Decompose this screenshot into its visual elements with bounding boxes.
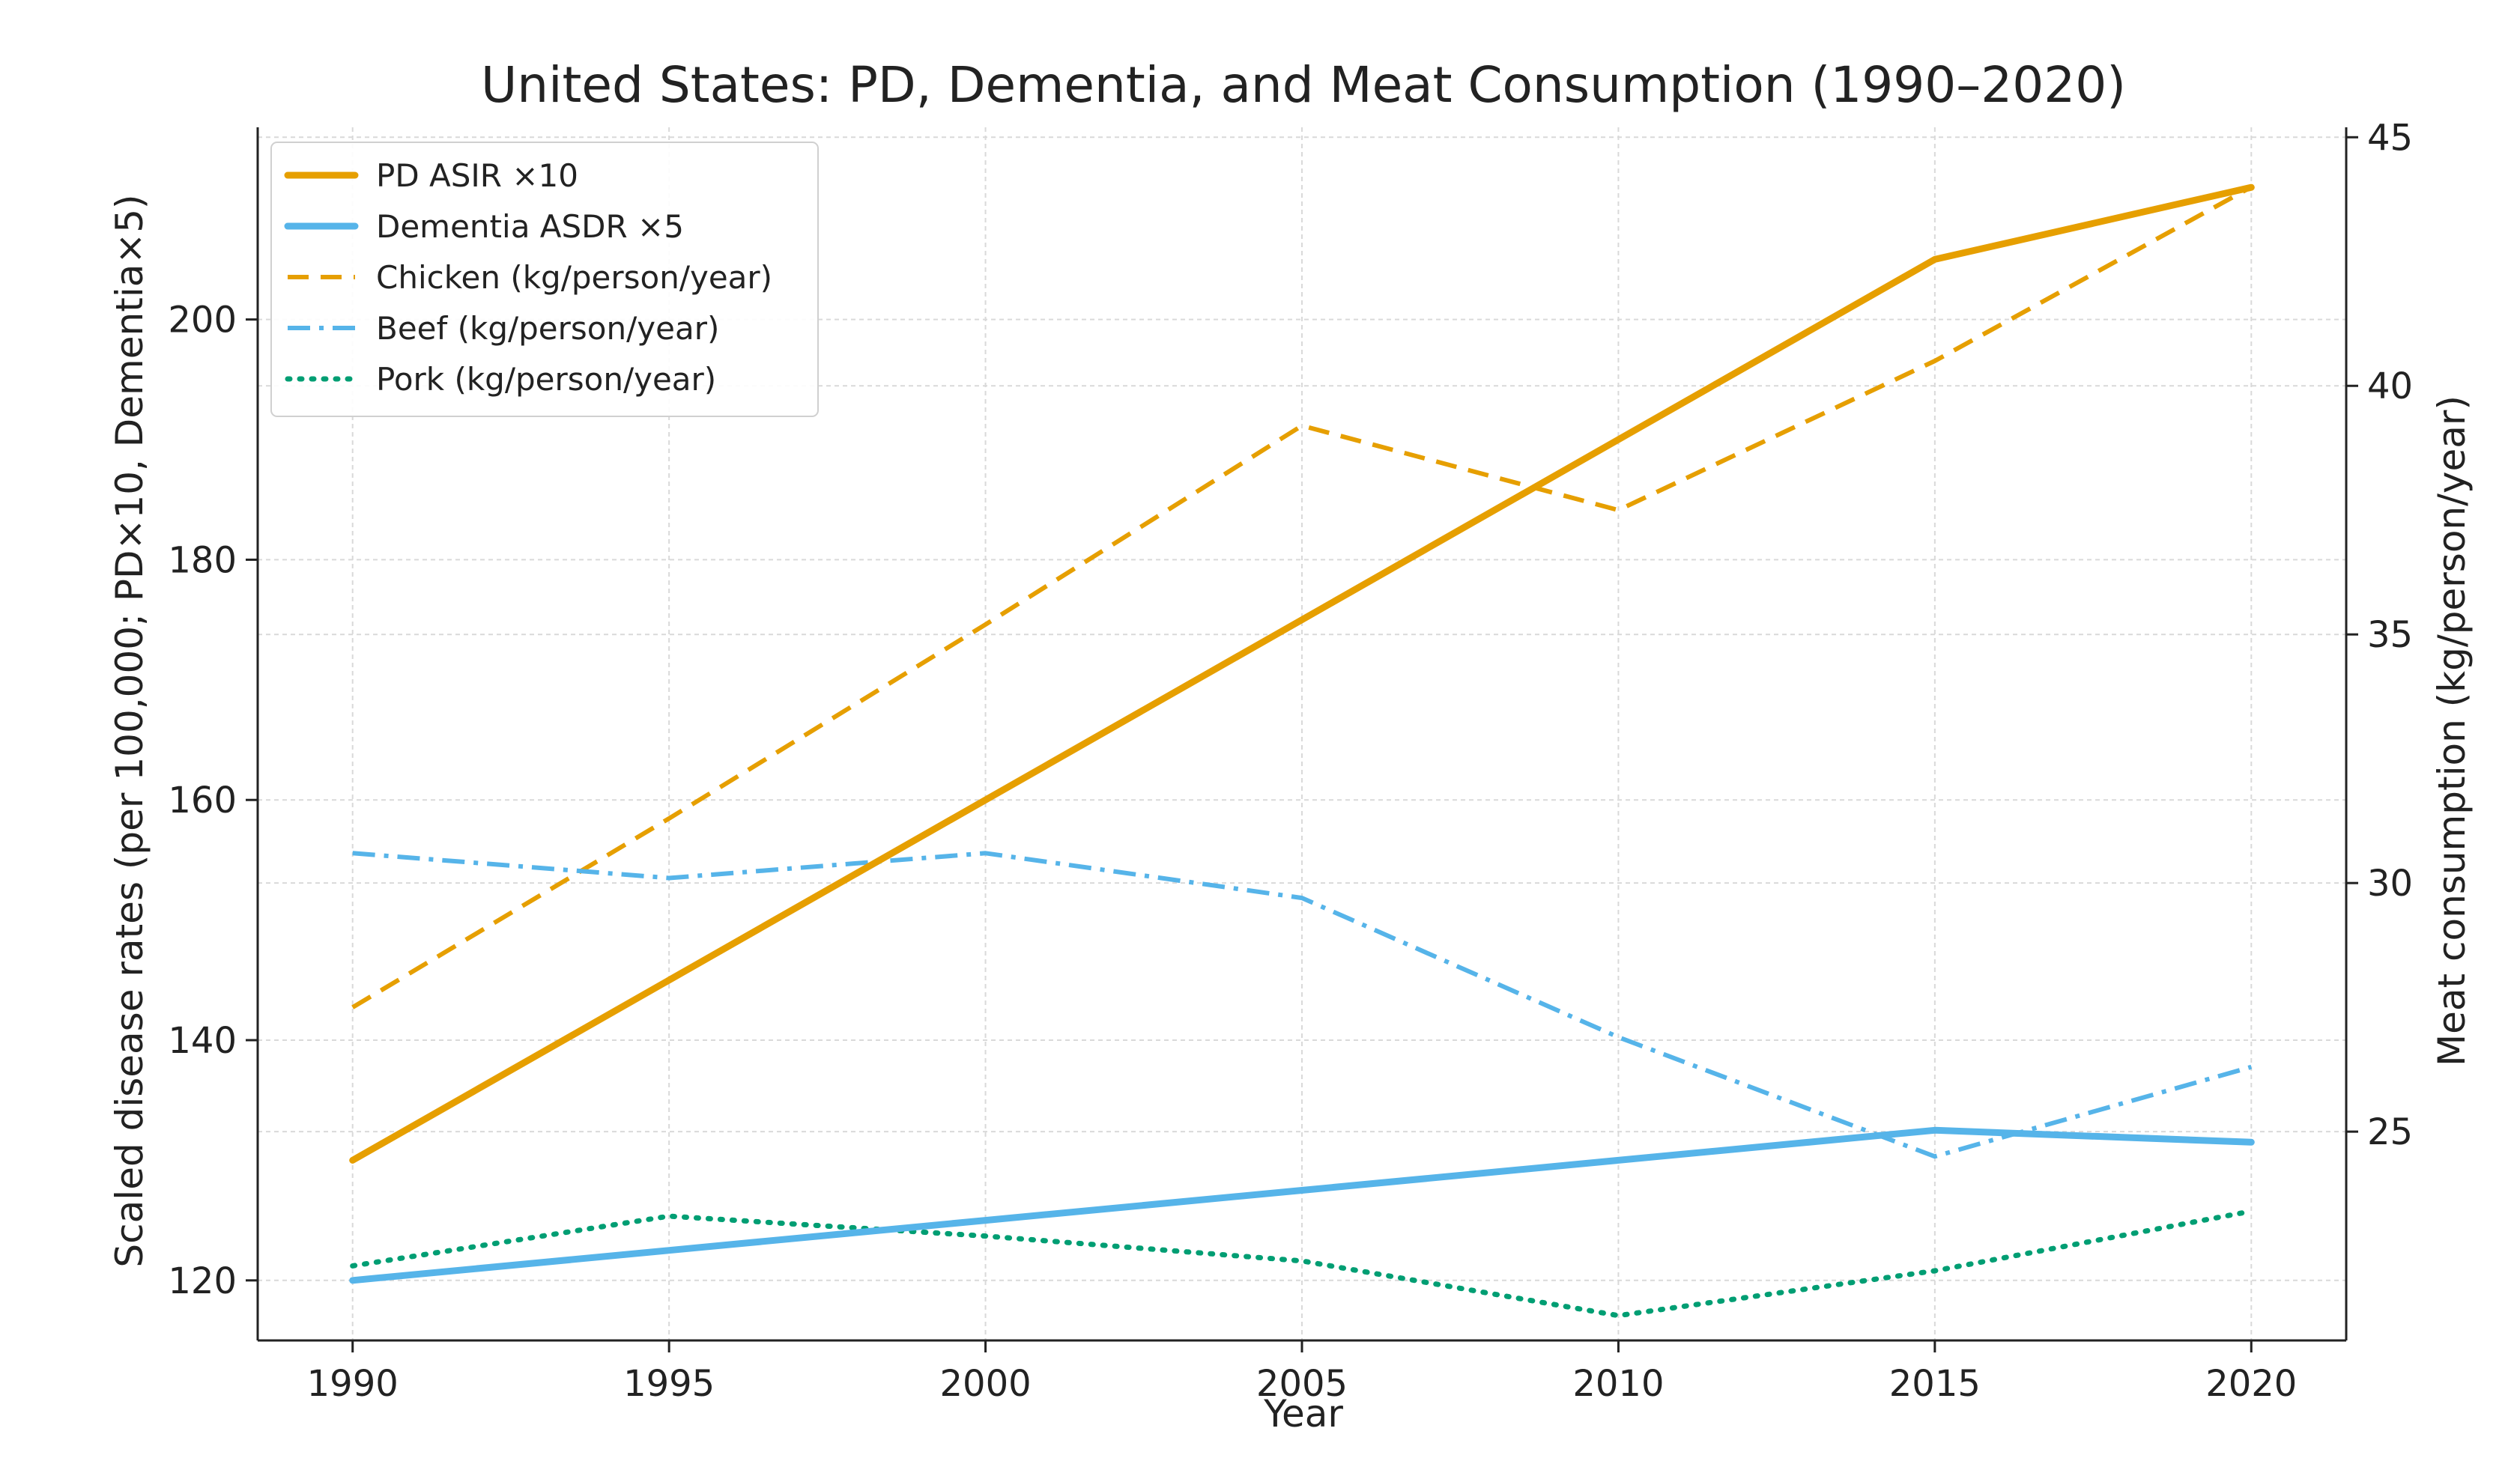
y-tick-label-left: 160 (168, 780, 237, 821)
x-tick-label: 2010 (1572, 1363, 1664, 1405)
y-tick-label-right: 35 (2367, 614, 2413, 656)
legend-label: Chicken (kg/person/year) (376, 259, 772, 296)
x-tick-label: 2005 (1256, 1363, 1348, 1405)
y-tick-label-right: 30 (2367, 863, 2413, 905)
x-tick-label: 2020 (2205, 1363, 2297, 1405)
x-tick-label: 2015 (1889, 1363, 1981, 1405)
y-axis-label-right: Meat consumption (kg/person/year) (2430, 395, 2474, 1066)
legend-label: Pork (kg/person/year) (376, 361, 716, 398)
y-tick-label-left: 180 (168, 539, 237, 581)
series-line-0 (349, 183, 2255, 1164)
legend-box (270, 142, 819, 417)
legend-label: PD ASIR ×10 (376, 157, 578, 194)
y-axis-label-left: Scaled disease rates (per 100,000; PD×10… (108, 194, 151, 1267)
legend: PD ASIR ×10 Dementia ASDR ×5 Chicken (kg/p… (270, 142, 819, 417)
ticks: 1990 1995 2000 2005 2010 2015 2020 120 140 160 180… (168, 117, 2413, 1405)
series-line-1 (349, 1126, 2255, 1284)
chart-title: United States: PD, Dementia, and Meat Co… (481, 56, 2126, 114)
x-axis-label: Year (1263, 1392, 1343, 1436)
series-line-3 (352, 851, 2253, 1159)
y-tick-label-left: 140 (168, 1020, 237, 1062)
series-line-4 (350, 1208, 2254, 1319)
y-tick-label-right: 25 (2367, 1111, 2413, 1153)
x-tick-label: 1995 (623, 1363, 715, 1405)
series-layer (349, 183, 2255, 1319)
y-tick-label-right: 45 (2367, 117, 2413, 159)
legend-label: Beef (kg/person/year) (376, 310, 719, 347)
legend-label: Dementia ASDR ×5 (376, 208, 684, 245)
series-line-2 (351, 185, 2253, 1009)
y-tick-label-left: 200 (168, 300, 237, 341)
y-tick-label-right: 40 (2367, 365, 2413, 407)
x-tick-label: 2000 (939, 1363, 1031, 1405)
y-tick-label-left: 120 (168, 1260, 237, 1302)
x-tick-label: 1990 (307, 1363, 399, 1405)
